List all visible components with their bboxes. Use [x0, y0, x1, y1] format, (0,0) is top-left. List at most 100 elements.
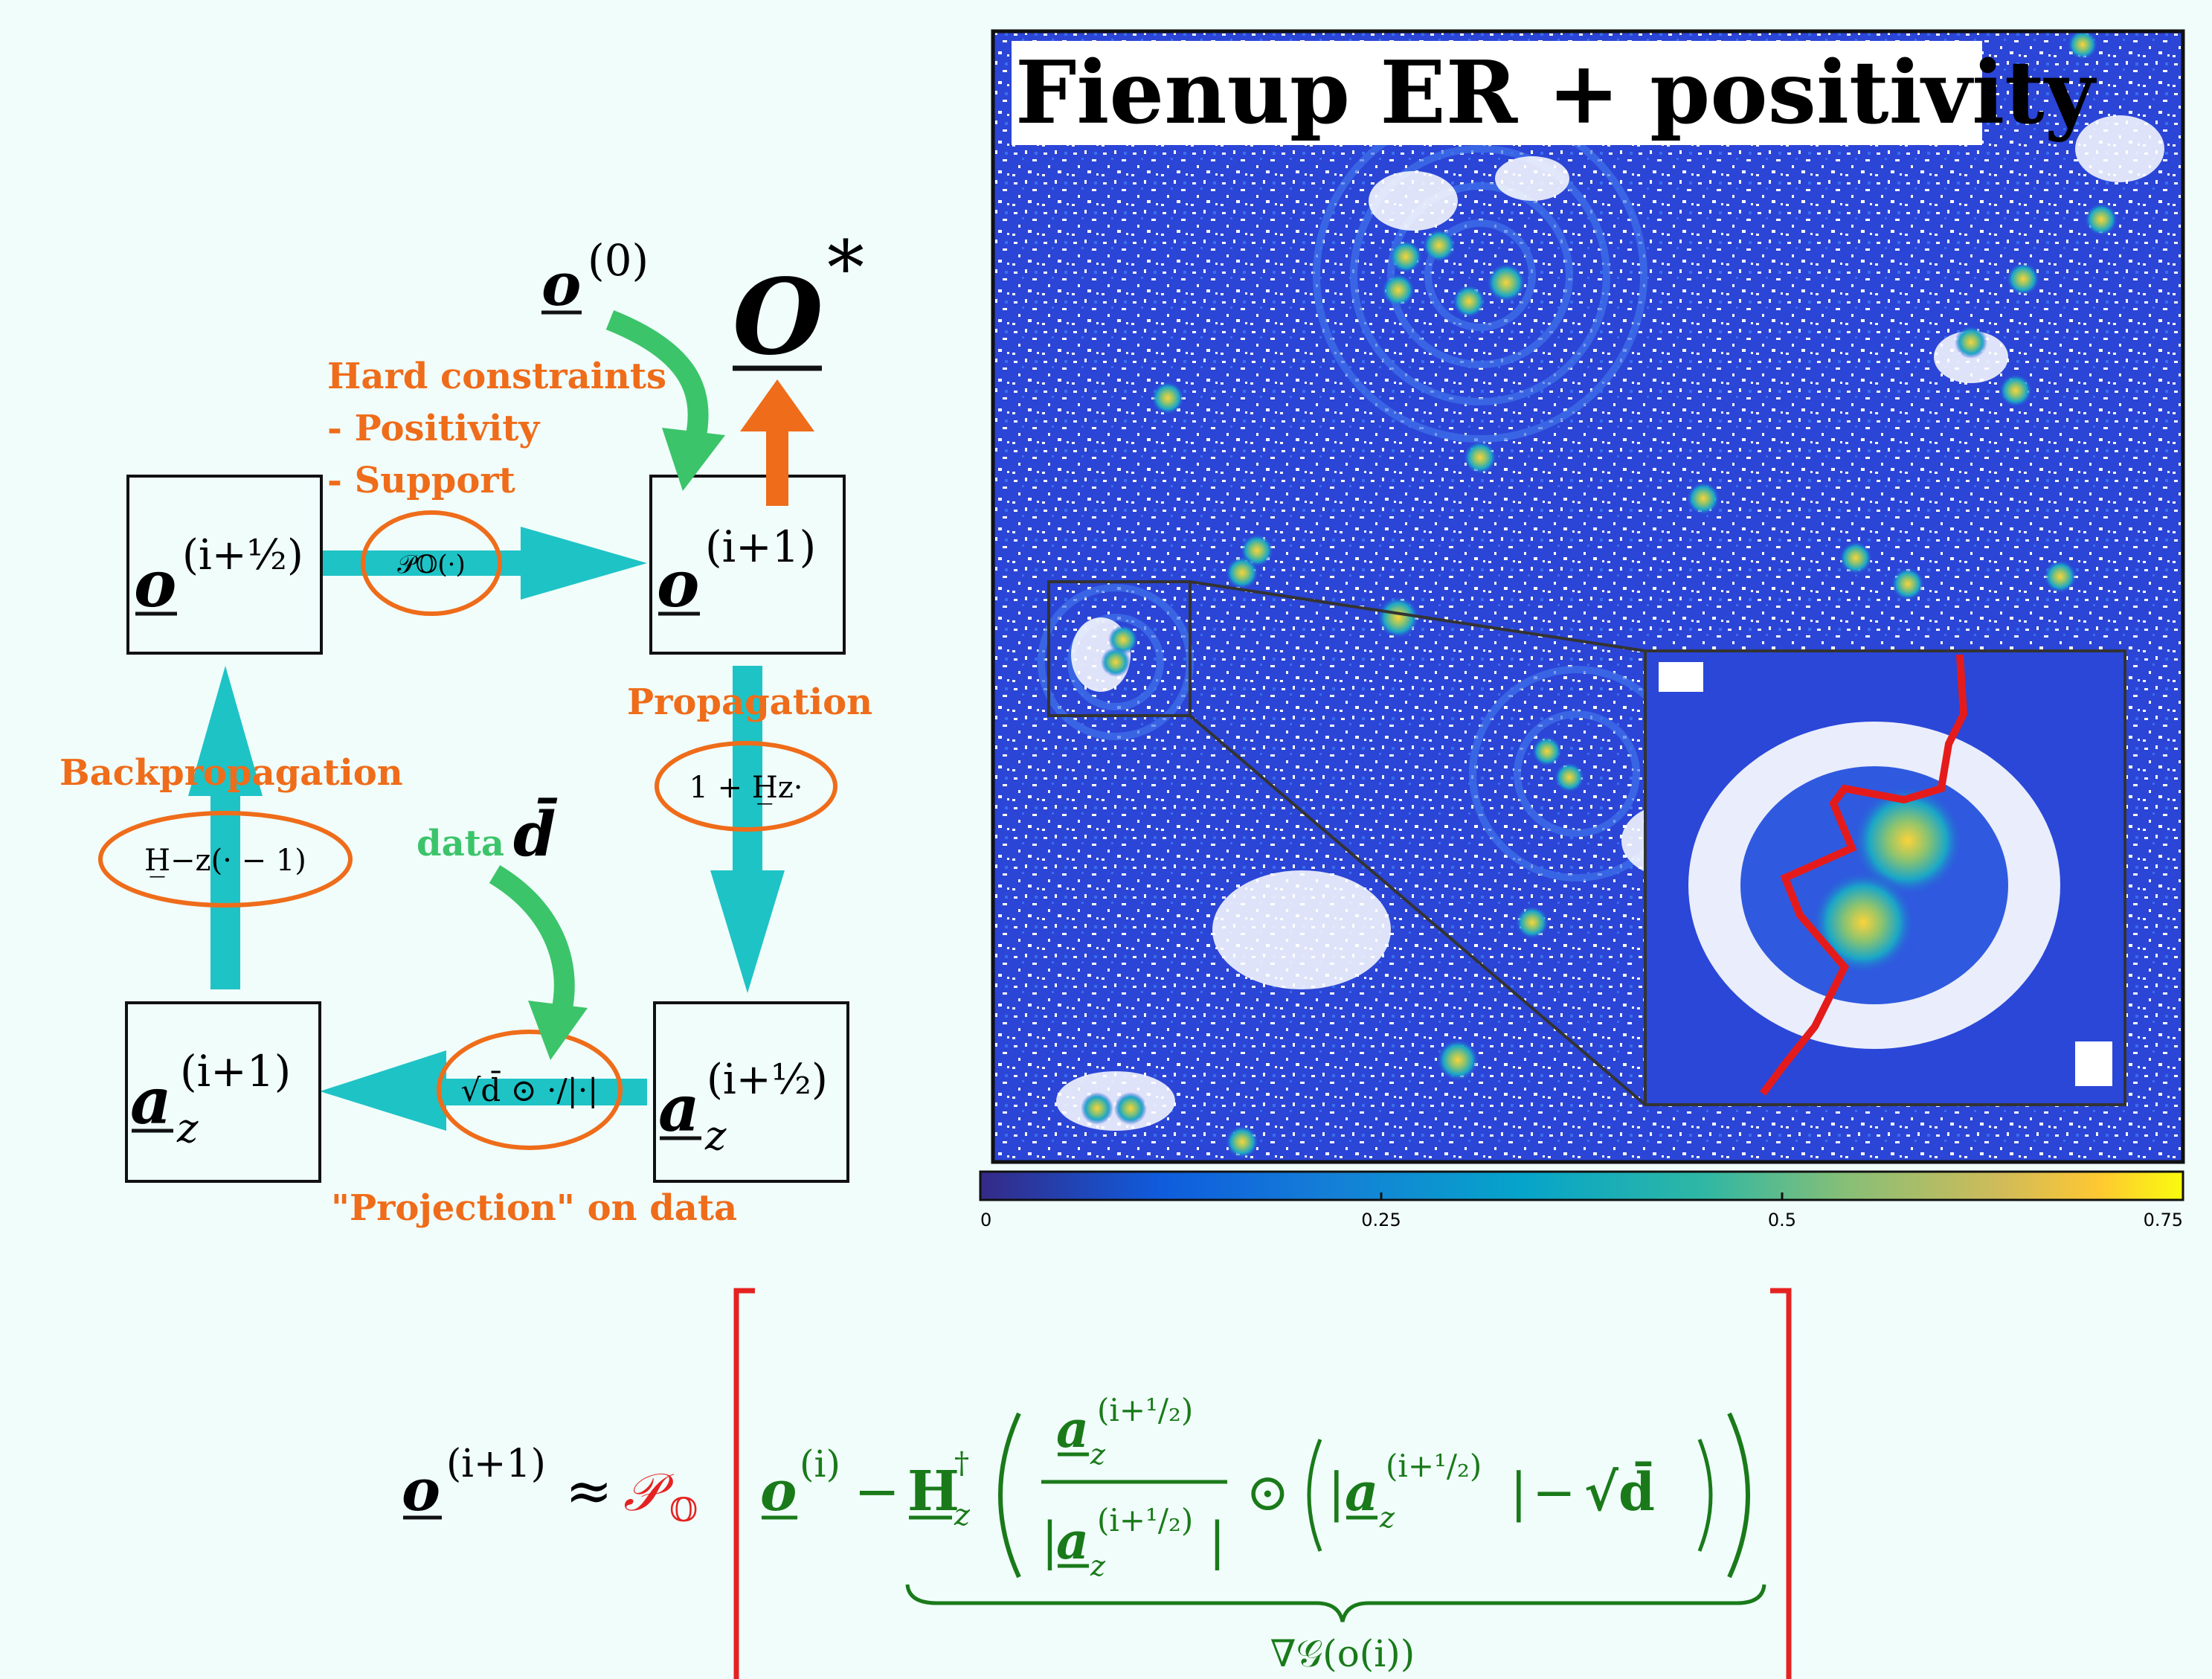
- colorbar-tick-label: 0.5: [1768, 1210, 1796, 1230]
- eq-sqrt-d: √d̄: [1584, 1461, 1655, 1523]
- label-hard-constraints: Hard constraints: [327, 356, 666, 397]
- bright-spots: [1081, 30, 2118, 1158]
- init-o-sup: (0): [588, 235, 649, 286]
- zoom-connector-top: [1189, 580, 1646, 652]
- ellipse-data-op: √d̄ ⊙ ·/|·|: [437, 1030, 623, 1150]
- eq-gradient-step: o (i) − H † z a z (i+¹/₂) | a z (i+¹/₂) …: [760, 1392, 1766, 1675]
- node-o-half-sup: (i+½): [182, 531, 303, 580]
- eq-frac-den-sup: (i+¹/₂): [1097, 1502, 1193, 1538]
- eq-frac-den-a: a: [1056, 1512, 1089, 1571]
- zoom-connector-bottom: [1189, 714, 1647, 1106]
- data-green-arrow: [489, 864, 575, 1014]
- arrow-data-head: [320, 1050, 446, 1131]
- eq-projection-P: 𝒫: [623, 1462, 675, 1523]
- label-data: data: [417, 823, 504, 864]
- colorbar-gradient: [979, 1170, 2184, 1201]
- eq-frac-den-bar-left: |: [1041, 1512, 1058, 1571]
- eq-H: H: [907, 1460, 959, 1524]
- eq-o-i-sup: (i): [800, 1442, 840, 1486]
- panel-title: Fienup ER + positivity: [1015, 42, 2097, 144]
- ellipse-projection-op: 𝒫𝕆(·): [361, 510, 502, 616]
- node-o-next: o (i+1): [657, 521, 816, 622]
- eq-abs-a-sup: (i+¹/₂): [1386, 1448, 1482, 1484]
- eq-minus-2: −: [1532, 1462, 1576, 1523]
- eq-left-bracket: [733, 1288, 755, 1679]
- eq-underbrace-label: ∇𝒢(o(i)): [1270, 1632, 1415, 1675]
- eq-projection-sub: 𝕆: [669, 1492, 698, 1529]
- arrow-data-shaft: [417, 1079, 647, 1105]
- eq-abs-a: a: [1345, 1461, 1378, 1523]
- eq-paren-close: [1727, 1412, 1750, 1579]
- arrow-projection-head: [521, 527, 647, 600]
- eq-approx: ≈: [565, 1457, 613, 1524]
- box-a-next: [125, 1001, 321, 1183]
- node-a-next-sub: z: [176, 1105, 199, 1152]
- label-backpropagation: Backpropagation: [60, 752, 403, 794]
- node-a-next-symbol: a: [130, 1064, 172, 1139]
- label-support: - Support: [327, 460, 515, 501]
- label-projection-on-data: "Projection" on data: [331, 1187, 737, 1229]
- node-a-next-sup: (i+1): [180, 1046, 291, 1097]
- eq-lhs-sup: (i+1): [446, 1442, 546, 1486]
- output-arrow-head: [740, 379, 814, 431]
- image-frame: [991, 29, 2185, 1164]
- init-green-arrow: [605, 310, 709, 441]
- node-a-half-sup: (i+½): [707, 1056, 828, 1104]
- ellipse-backprop-op: H̲−z(· − 1): [98, 811, 353, 908]
- colorbar-tick-label: 0.75: [2144, 1210, 2183, 1230]
- boundary-red-line: [1760, 654, 1968, 1096]
- update-equation: o (i+1) ≈ 𝒫 𝕆 o (i) − H † z a z (i+¹/₂): [402, 1288, 1792, 1679]
- arrow-backprop-head: [188, 666, 263, 796]
- node-o-half: o (i+½): [134, 531, 303, 622]
- eq-paren-open: [998, 1412, 1021, 1579]
- eq-right-bracket: [1770, 1288, 1792, 1679]
- node-a-next: a z (i+1): [130, 1046, 291, 1152]
- eq-abs-left: |: [1328, 1462, 1345, 1523]
- node-o-next-sup: (i+1): [705, 521, 816, 572]
- eq-H-dagger: †: [954, 1446, 969, 1480]
- eq-abs-a-sub: z: [1379, 1501, 1395, 1534]
- zoom-inset: [1644, 649, 2126, 1106]
- eq-H-sub: z: [954, 1498, 971, 1532]
- output-arrow-shaft: [766, 424, 788, 506]
- init-o0: o (0): [541, 235, 649, 319]
- box-o-next: [649, 475, 846, 655]
- eq-frac-num-a: a: [1056, 1400, 1089, 1460]
- ellipse-propagation-op: 1 + H̲z·: [655, 741, 837, 832]
- node-a-half-symbol: a: [658, 1071, 700, 1146]
- colorbar: 0 0.25 0.5 0.75: [979, 1170, 2184, 1230]
- output-O-sup: *: [827, 225, 864, 312]
- label-propagation: Propagation: [627, 681, 872, 723]
- node-o-next-symbol: o: [657, 547, 699, 622]
- eq-underbrace: [905, 1584, 1766, 1622]
- teal-arrows: [188, 527, 785, 1131]
- propagation-op-text: 1 + H̲z·: [689, 771, 803, 805]
- zoom-source-box: [1047, 580, 1192, 717]
- arrow-propagation-head: [710, 870, 785, 993]
- eq-frac-den-sub: z: [1090, 1550, 1106, 1582]
- projection-op-text: 𝒫𝕆(·): [397, 550, 465, 580]
- backprop-op-text: H̲−z(· − 1): [144, 844, 306, 878]
- eq-o-i: o: [760, 1460, 797, 1524]
- node-a-half: a z (i+½): [658, 1056, 828, 1159]
- output-O-star: O *: [733, 225, 864, 379]
- eq-odot: ⊙: [1246, 1462, 1290, 1523]
- title-background: [1012, 41, 1982, 145]
- data-green-arrow-head: [528, 1001, 588, 1060]
- init-green-arrow-head: [662, 428, 725, 491]
- eq-frac-den-bar-right: |: [1209, 1512, 1226, 1571]
- eq-frac-num-sub: z: [1090, 1438, 1106, 1471]
- box-a-half: [653, 1001, 849, 1183]
- eq-inner-paren-close: [1697, 1439, 1713, 1552]
- eq-minus: −: [854, 1460, 900, 1524]
- box-o-half: [126, 475, 323, 655]
- reconstruction-panel: Fienup ER + positivity 0 0.25 0.5 0.75: [979, 29, 2185, 1230]
- eq-frac-num-sup: (i+¹/₂): [1097, 1392, 1193, 1428]
- node-o-half-symbol: o: [134, 547, 176, 622]
- arrow-backprop-shaft: [210, 781, 240, 989]
- eq-lhs-o: o: [402, 1457, 440, 1524]
- eq-inner-paren-open: [1307, 1439, 1322, 1552]
- init-o-symbol: o: [541, 249, 581, 319]
- output-O-symbol: O: [733, 257, 823, 379]
